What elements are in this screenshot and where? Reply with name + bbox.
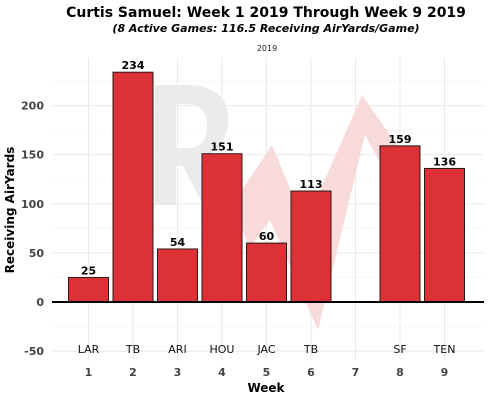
x-tick-label: 6 [307, 366, 315, 379]
opponent-label: JAC [256, 343, 275, 356]
opponent-label: ARI [168, 343, 186, 356]
y-tick-label: 150 [21, 149, 44, 162]
bar-week-6 [290, 190, 332, 303]
chart-title: Curtis Samuel: Week 1 2019 Through Week … [66, 5, 466, 21]
bar-week-1 [68, 276, 109, 303]
opponent-label: TEN [433, 343, 456, 356]
value-label: 25 [81, 264, 96, 277]
bar-week-3 [157, 248, 198, 303]
x-tick-label: 4 [218, 366, 226, 379]
bar-week-2 [112, 71, 154, 303]
x-axis-title: Week [247, 381, 285, 395]
y-tick-label: 200 [21, 100, 44, 113]
bar-week-8 [379, 145, 421, 303]
y-tick-label: -50 [24, 345, 44, 358]
x-tick-label: 1 [85, 366, 93, 379]
value-label: 159 [389, 133, 412, 146]
x-tick-label: 2 [129, 366, 137, 379]
y-axis-ticks: -50 0 50 100 150 200 [21, 100, 44, 359]
x-tick-label: 8 [396, 366, 404, 379]
value-label: 234 [122, 59, 145, 72]
bar-week-9 [424, 167, 465, 303]
value-label: 136 [433, 155, 456, 168]
value-label: 54 [170, 236, 186, 249]
bars [68, 71, 465, 303]
facet-label: 2019 [257, 44, 277, 53]
bar-week-5 [246, 242, 287, 303]
opponent-label: SF [393, 343, 406, 356]
value-label: 151 [211, 141, 234, 154]
y-tick-label: 100 [21, 198, 44, 211]
x-tick-label: 3 [174, 366, 182, 379]
y-tick-label: 50 [29, 247, 45, 260]
x-tick-label: 5 [263, 366, 271, 379]
opponent-label: TB [125, 343, 140, 356]
value-label: 60 [259, 230, 275, 243]
x-axis-ticks: 1 2 3 4 5 6 7 8 9 [85, 366, 449, 379]
plot-panel: 25 234 54 151 60 113 159 136 [52, 58, 484, 361]
bar-week-4 [201, 153, 243, 303]
x-tick-label: 7 [352, 366, 360, 379]
value-label: 113 [300, 178, 323, 191]
opponent-label: HOU [210, 343, 235, 356]
opponent-label: LAR [78, 343, 100, 356]
y-axis-title: Receiving AirYards [3, 147, 17, 274]
x-tick-label: 9 [441, 366, 449, 379]
y-tick-label: 0 [36, 296, 44, 309]
value-labels: 25 234 54 151 60 113 159 136 [81, 59, 456, 277]
opponent-label: TB [303, 343, 318, 356]
chart-subtitle: (8 Active Games: 116.5 Receiving AirYard… [112, 22, 419, 35]
opponent-labels: LAR TB ARI HOU JAC TB SF TEN [78, 343, 456, 356]
